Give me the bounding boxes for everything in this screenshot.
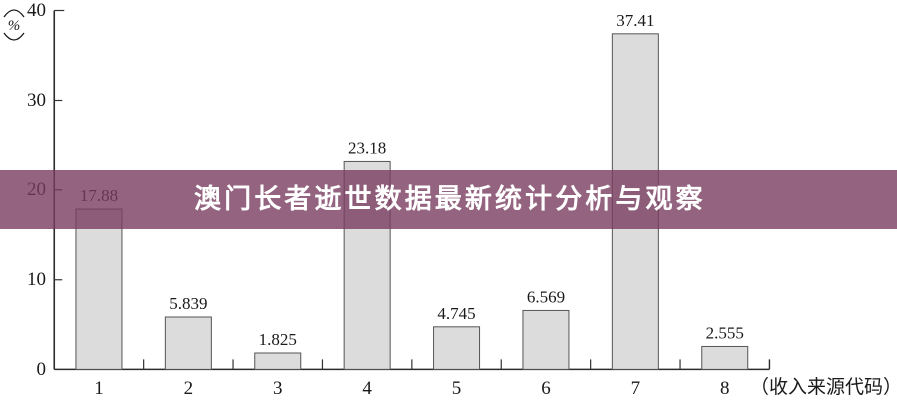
svg-text:0: 0 [37,359,47,380]
svg-text:1: 1 [94,378,104,399]
svg-text:4.745: 4.745 [437,304,475,323]
svg-text:7: 7 [631,378,641,399]
svg-text:40: 40 [27,0,46,21]
svg-text:23.18: 23.18 [348,138,386,157]
svg-text:6.569: 6.569 [527,287,565,306]
svg-text:2.555: 2.555 [706,323,744,342]
svg-text:%: % [8,18,21,34]
svg-text:1.825: 1.825 [259,330,297,349]
svg-text:4: 4 [362,378,372,399]
svg-text:30: 30 [27,90,46,111]
svg-text:10: 10 [27,269,46,290]
svg-text:5: 5 [452,378,462,399]
svg-text:8: 8 [720,378,730,399]
svg-text:2: 2 [184,378,194,399]
svg-text:6: 6 [541,378,551,399]
svg-text:（收入来源代码）: （收入来源代码） [750,376,897,398]
svg-text:37.41: 37.41 [616,11,654,30]
svg-text:5.839: 5.839 [169,294,207,313]
svg-text:3: 3 [273,378,283,399]
